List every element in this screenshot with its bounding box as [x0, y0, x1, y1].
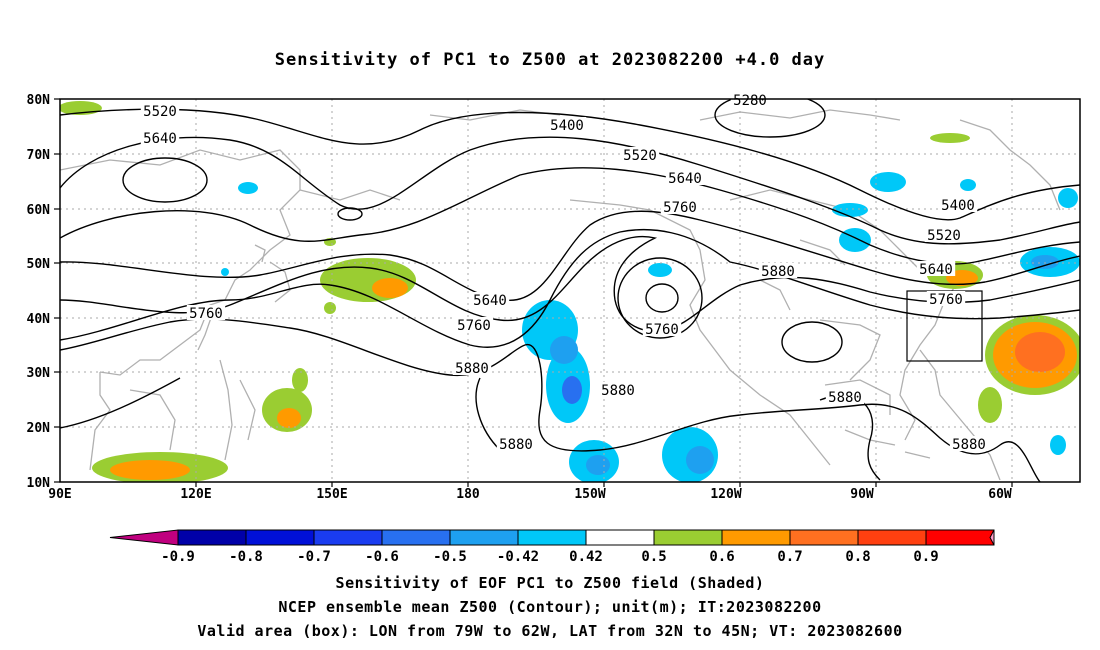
colorbar-label: 0.42: [569, 549, 603, 565]
lat-label: 70N: [27, 148, 51, 163]
colorbar-swatch: [381, 529, 451, 546]
lon-label: 150E: [316, 487, 347, 502]
colorbar-swatch: [177, 529, 247, 546]
lon-label: 90W: [850, 487, 874, 502]
contour-label-bg: [620, 147, 660, 162]
colorbar-label: 0.7: [777, 549, 802, 565]
contour-label: 5640: [473, 293, 507, 309]
colorbar-label: -0.42: [497, 549, 539, 565]
colorbar-swatch: [449, 529, 519, 546]
contour-label: 5640: [668, 171, 702, 187]
contour-label-bg: [642, 321, 682, 336]
contour-label-bg: [496, 436, 536, 451]
contour-label: 5760: [929, 292, 963, 308]
lat-label: 40N: [27, 312, 51, 327]
lat-label: 80N: [27, 93, 51, 108]
colorbar-swatch: [789, 529, 859, 546]
lon-label: 150W: [574, 487, 605, 502]
contour-label-bg: [924, 227, 964, 242]
contour-label-bg: [660, 199, 700, 214]
contour-label-bg: [186, 305, 226, 320]
contour-label-bg: [949, 436, 989, 451]
shading: [60, 101, 1080, 482]
colorbar-low-arrow: [109, 529, 179, 546]
caption-valid-area: Valid area (box): LON from 79W to 62W, L…: [197, 622, 903, 640]
contour-label: 5880: [601, 383, 635, 399]
lat-ticks: [54, 98, 60, 483]
contour-label: 5400: [941, 198, 975, 214]
contour-label: 5520: [143, 104, 177, 120]
lon-ticks: [195, 482, 1013, 487]
lat-label: 20N: [27, 421, 51, 436]
contour-label: 5280: [733, 93, 767, 109]
caption-contour: NCEP ensemble mean Z500 (Contour); unit(…: [278, 598, 822, 616]
lat-label: 60N: [27, 203, 51, 218]
contour-label-bg: [140, 130, 180, 145]
lon-label: 180: [456, 487, 480, 502]
contour-label: 5760: [645, 322, 679, 338]
coastlines: [60, 109, 1061, 481]
contour-label-bg: [470, 292, 510, 307]
colorbar-label: -0.6: [365, 549, 399, 565]
contour-label: 5880: [828, 390, 862, 406]
contour-label: 5880: [455, 361, 489, 377]
colorbar-high-arrow: [989, 529, 995, 546]
lon-label: 60W: [988, 487, 1012, 502]
colorbar-swatch: [313, 529, 383, 546]
lon-label: 120E: [180, 487, 211, 502]
contour-label: 5760: [663, 200, 697, 216]
contour-label-bg: [454, 317, 494, 332]
colorbar-label: 0.6: [709, 549, 734, 565]
grid: [60, 99, 1080, 482]
lat-label: 30N: [27, 366, 51, 381]
contour-label-bg: [140, 103, 180, 118]
map-frame: [59, 98, 1081, 483]
colorbar-swatch: [857, 529, 927, 546]
contour-label-bg: [926, 291, 966, 306]
contour-label-bg: [825, 389, 865, 404]
contour-label-bg: [916, 261, 956, 276]
colorbar-label: -0.5: [433, 549, 467, 565]
contour-label: 5760: [189, 306, 223, 322]
contour-label-bg: [938, 197, 978, 212]
colorbar-swatch: [721, 529, 791, 546]
lon-label: 120W: [710, 487, 741, 502]
contour-label-bg: [547, 117, 587, 132]
contour-label: 5880: [499, 437, 533, 453]
contour-label-bg: [665, 170, 705, 185]
contour-label: 5640: [143, 131, 177, 147]
caption-shading: Sensitivity of EOF PC1 to Z500 field (Sh…: [335, 574, 765, 592]
contour-label: 5520: [927, 228, 961, 244]
latitude-axis: 80N 70N 60N 50N 40N 30N 20N 10N: [27, 93, 51, 491]
colorbar-label: 0.8: [845, 549, 870, 565]
figure-title: Sensitivity of PC1 to Z500 at 2023082200…: [274, 50, 826, 70]
colorbar-swatch: [653, 529, 723, 546]
contour-label: 5880: [952, 437, 986, 453]
z500-contours: [60, 99, 1080, 482]
lat-label: 10N: [27, 476, 51, 491]
colorbar: -0.9 -0.8 -0.7 -0.6 -0.5 -0.42 0.42 0.5 0.6 0.7 0.…: [109, 529, 995, 565]
contour-label: 5400: [550, 118, 584, 134]
contour-label: 5520: [623, 148, 657, 164]
colorbar-label: 0.5: [641, 549, 666, 565]
colorbar-swatch: [585, 529, 655, 546]
colorbar-swatch: [245, 529, 315, 546]
contour-label-bg: [598, 382, 638, 397]
contour-label-bg: [758, 263, 798, 278]
colorbar-label: -0.9: [161, 549, 195, 565]
longitude-axis: 90E 120E 150E 180 150W 120W 90W 60W: [48, 487, 1012, 502]
contour-label: 5880: [761, 264, 795, 280]
contour-label: 5760: [457, 318, 491, 334]
colorbar-label: 0.9: [913, 549, 938, 565]
lat-label: 50N: [27, 257, 51, 272]
colorbar-swatch: [517, 529, 587, 546]
colorbar-swatch: [925, 529, 995, 546]
contour-label-bg: [452, 360, 492, 375]
contour-label: 5640: [919, 262, 953, 278]
colorbar-label: -0.8: [229, 549, 263, 565]
lon-label: 90E: [48, 487, 71, 502]
colorbar-label: -0.7: [297, 549, 331, 565]
